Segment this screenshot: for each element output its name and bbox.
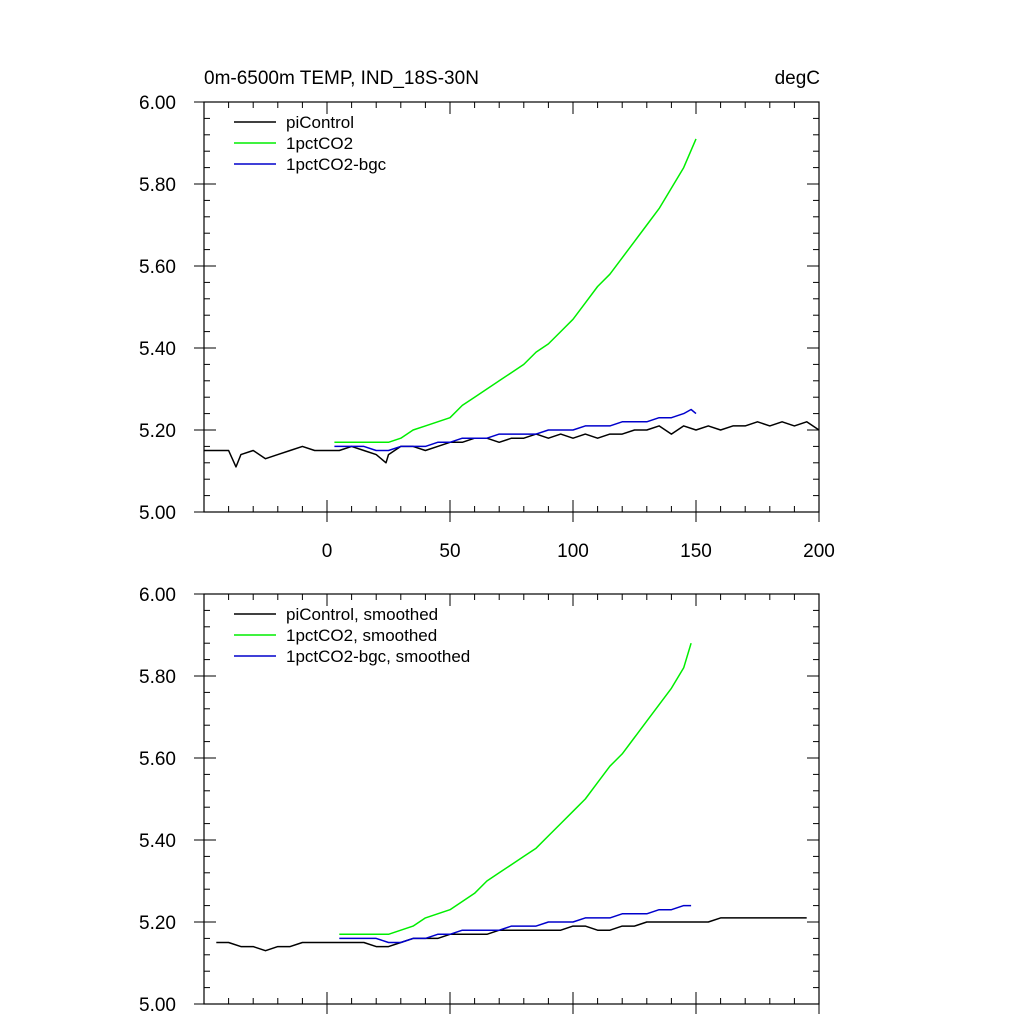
top-plot-frame — [203, 101, 820, 513]
legend-label: 1pctCO2, smoothed — [286, 626, 437, 645]
bottom-plot-frame — [203, 593, 820, 1005]
y-tick-label: 5.60 — [139, 257, 176, 278]
y-tick-label: 5.20 — [139, 421, 176, 442]
y-tick-label: 6.00 — [139, 585, 176, 606]
x-tick-label: 50 — [439, 541, 460, 562]
chart-title: 0m-6500m TEMP, IND_18S-30N — [204, 68, 479, 89]
top-chart-panel: 0m-6500m TEMP, IND_18S-30N degC 5.00 5.20… — [139, 68, 835, 562]
x-tick-label: 100 — [557, 541, 589, 562]
y-tick-label: 5.00 — [139, 503, 176, 524]
y-tick-label: 5.80 — [139, 667, 176, 688]
units-label: degC — [775, 68, 820, 89]
top-legend: piControl 1pctCO2 1pctCO2-bgc — [234, 113, 387, 174]
x-tick-label: 150 — [680, 541, 712, 562]
series-line-1pctco2 — [334, 138, 697, 444]
bottom-y-tick-labels: 5.00 5.20 5.40 5.60 5.80 6.00 — [139, 585, 176, 1016]
top-y-tick-labels: 5.00 5.20 5.40 5.60 5.80 6.00 — [139, 93, 176, 524]
y-tick-label: 5.80 — [139, 175, 176, 196]
legend-label: 1pctCO2-bgc, smoothed — [286, 647, 470, 666]
series-line-picontrol-smoothed — [216, 917, 807, 952]
x-tick-label: 0 — [322, 541, 333, 562]
bottom-chart-panel: 5.00 5.20 5.40 5.60 5.80 6.00 piControl, smoo… — [139, 585, 820, 1016]
legend-label: piControl — [286, 113, 354, 132]
y-tick-label: 5.60 — [139, 749, 176, 770]
series-line-1pctco2-bgc — [334, 408, 697, 452]
y-tick-label: 5.40 — [139, 339, 176, 360]
bottom-series-group — [216, 642, 807, 952]
y-tick-label: 5.00 — [139, 995, 176, 1016]
series-line-picontrol — [204, 421, 820, 468]
legend-label: piControl, smoothed — [286, 605, 438, 624]
top-series-group — [204, 138, 820, 468]
x-tick-label: 200 — [803, 541, 835, 562]
y-tick-label: 5.40 — [139, 831, 176, 852]
y-tick-label: 5.20 — [139, 913, 176, 934]
legend-label: 1pctCO2 — [286, 134, 353, 153]
series-line-1pctco2-bgc-smoothed — [339, 904, 692, 944]
series-line-1pctco2-smoothed — [339, 642, 692, 936]
bottom-legend: piControl, smoothed 1pctCO2, smoothed 1pct… — [234, 605, 470, 666]
legend-label: 1pctCO2-bgc — [286, 155, 387, 174]
top-x-tick-labels: 0 50 100 150 200 — [322, 541, 835, 562]
y-tick-label: 6.00 — [139, 93, 176, 114]
